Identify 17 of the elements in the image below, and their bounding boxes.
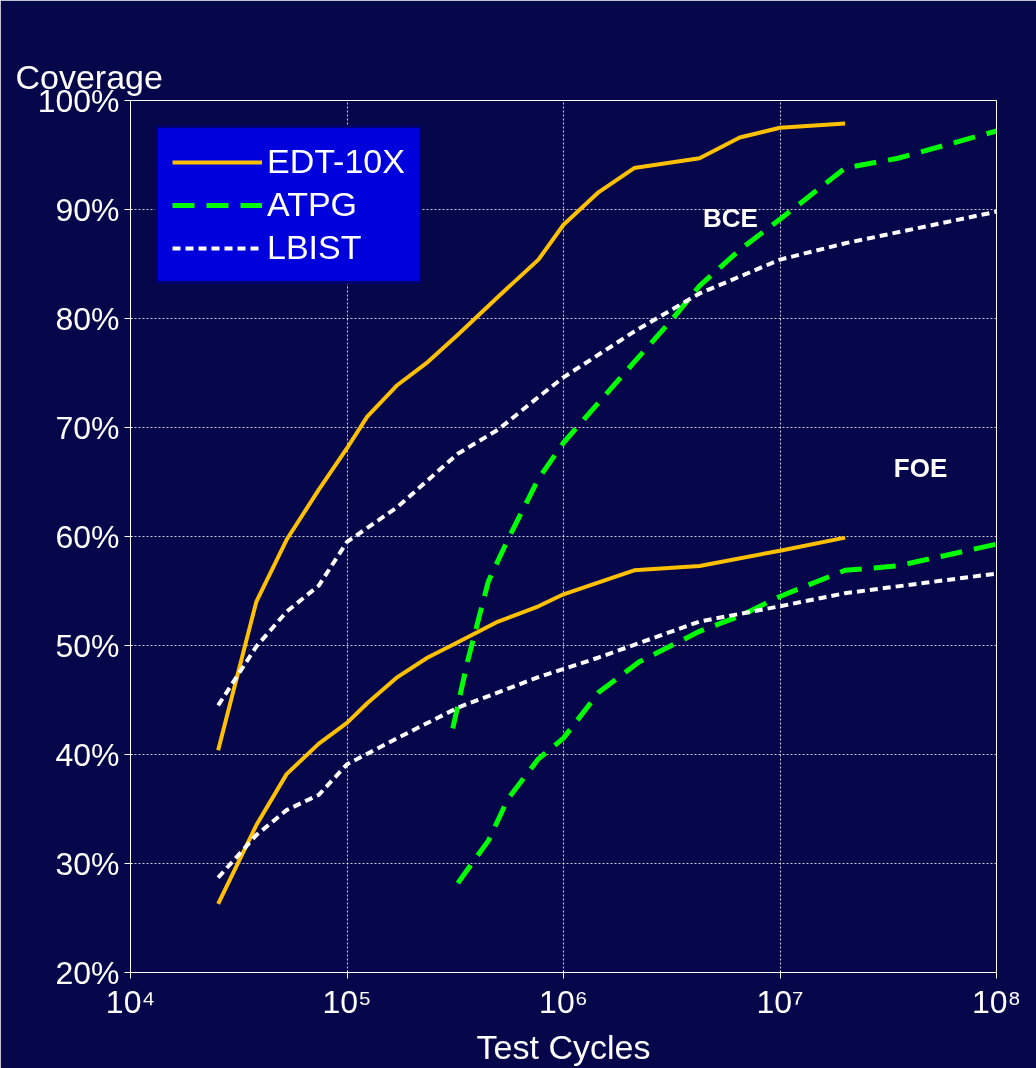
x-axis-title: Test Cycles	[476, 1027, 651, 1066]
legend-label: EDT-10X	[267, 142, 405, 181]
y-tick-label: 30%	[55, 845, 120, 882]
x-tick-label: 10⁵	[322, 983, 372, 1020]
legend-label: LBIST	[267, 228, 362, 267]
x-tick-label: 10⁶	[539, 983, 588, 1020]
annotation: BCE	[703, 202, 758, 233]
y-tick-label: 50%	[55, 627, 120, 664]
y-tick-label: 60%	[55, 518, 120, 555]
x-tick-label: 10⁸	[971, 983, 1022, 1020]
annotation: FOE	[893, 452, 948, 483]
x-tick-label: 10⁷	[756, 983, 804, 1020]
y-tick-label: 80%	[55, 300, 120, 337]
y-tick-label: 90%	[55, 191, 120, 228]
legend-label: ATPG	[267, 185, 358, 224]
y-tick-label: 40%	[55, 736, 120, 773]
y-tick-label: 70%	[55, 409, 120, 446]
